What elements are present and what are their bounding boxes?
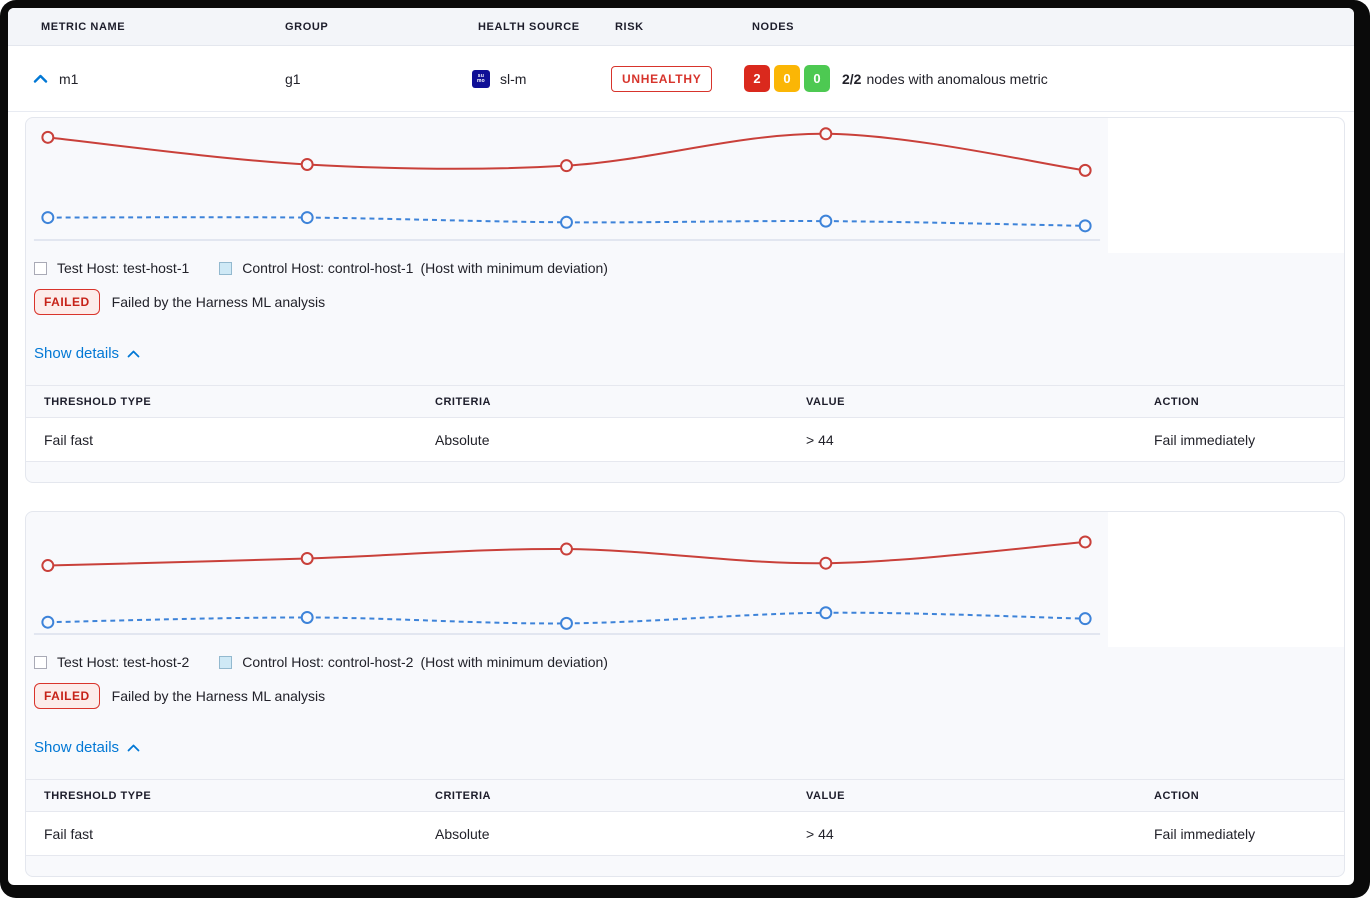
failed-status-badge: FAILED <box>34 289 100 315</box>
nodes-cell: 2 0 0 2/2 nodes with anomalous metric <box>744 65 1354 92</box>
metric-name: m1 <box>59 70 79 87</box>
threshold-table: THRESHOLD TYPE CRITERIA VALUE ACTION Fai… <box>26 385 1344 462</box>
th-action: ACTION <box>1154 396 1200 408</box>
sumo-logic-icon-text-line2: mo <box>476 77 486 84</box>
health-source-name: sl-m <box>500 70 527 87</box>
th-criteria: CRITERIA <box>435 790 491 802</box>
anomalous-nodes-badge: 2 <box>744 65 770 92</box>
analysis-status-row: FAILED Failed by the Harness ML analysis <box>34 289 1344 315</box>
metrics-analysis-page: METRIC NAME GROUP HEALTH SOURCE RISK NOD… <box>8 8 1354 885</box>
td-criteria: Absolute <box>435 826 490 842</box>
nodes-summary-count: 2/2 <box>842 70 862 87</box>
healthy-nodes-badge: 0 <box>804 65 830 92</box>
nodes-summary: 2/2 nodes with anomalous metric <box>842 71 1048 87</box>
collapse-chevron-icon[interactable] <box>33 74 48 83</box>
th-threshold-type: THRESHOLD TYPE <box>44 396 152 408</box>
legend-marker-control-icon <box>219 655 233 669</box>
td-criteria: Absolute <box>435 432 490 448</box>
host-analysis-card-2: Test Host: test-host-2 Control Host: con… <box>25 511 1345 877</box>
threshold-table-row: Fail fast Absolute > 44 Fail immediately <box>26 418 1344 462</box>
th-value: VALUE <box>806 790 845 802</box>
th-action: ACTION <box>1154 790 1200 802</box>
td-threshold-type: Fail fast <box>44 826 94 842</box>
legend-label-test: Test Host: test-host-1 <box>57 260 190 276</box>
host-comparison-chart-1 <box>33 127 1101 241</box>
td-action: Fail immediately <box>1154 826 1256 842</box>
metric-row[interactable]: m1 g1 su mo sl-m UNHEALTHY 2 0 0 2/2 node… <box>8 46 1354 112</box>
td-threshold-type: Fail fast <box>44 432 94 448</box>
chart-legend: Test Host: test-host-2 Control Host: con… <box>34 654 1344 670</box>
td-value: > 44 <box>806 432 834 448</box>
chart-legend: Test Host: test-host-1 Control Host: con… <box>34 260 1344 276</box>
legend-item-control-host[interactable]: Control Host: control-host-2 (Host with … <box>219 654 608 670</box>
nodes-summary-text: nodes with anomalous metric <box>866 70 1048 87</box>
legend-note: (Host with minimum deviation) <box>420 260 608 276</box>
th-value: VALUE <box>806 396 845 408</box>
th-criteria: CRITERIA <box>435 396 491 408</box>
chart-side-panel <box>1108 118 1344 253</box>
column-header-health-source: HEALTH SOURCE <box>478 20 580 33</box>
metric-group: g1 <box>285 70 301 87</box>
chevron-up-icon <box>127 744 140 751</box>
chart-side-panel <box>1108 512 1344 647</box>
column-header-nodes: NODES <box>752 20 795 33</box>
chart-row <box>26 512 1344 647</box>
legend-note: (Host with minimum deviation) <box>420 654 608 670</box>
health-source-cell: su mo sl-m <box>470 69 607 88</box>
table-header-row: METRIC NAME GROUP HEALTH SOURCE RISK NOD… <box>8 8 1354 46</box>
threshold-table-row: Fail fast Absolute > 44 Fail immediately <box>26 812 1344 856</box>
metric-name-cell: m1 <box>33 71 277 87</box>
show-details-link[interactable]: Show details <box>34 345 140 362</box>
legend-item-test-host[interactable]: Test Host: test-host-1 <box>34 260 189 276</box>
legend-marker-test-icon <box>34 655 47 669</box>
failed-status-badge: FAILED <box>34 683 100 709</box>
failed-status-message: Failed by the Harness ML analysis <box>111 688 326 704</box>
host-comparison-chart-2 <box>33 535 1101 635</box>
column-header-risk: RISK <box>615 20 644 33</box>
chart-row <box>26 118 1344 253</box>
threshold-table-header: THRESHOLD TYPE CRITERIA VALUE ACTION <box>26 779 1344 812</box>
th-threshold-type: THRESHOLD TYPE <box>44 790 152 802</box>
host-analysis-card-1: Test Host: test-host-1 Control Host: con… <box>25 117 1345 483</box>
show-details-label: Show details <box>34 739 120 756</box>
threshold-table: THRESHOLD TYPE CRITERIA VALUE ACTION Fai… <box>26 779 1344 856</box>
node-count-badges: 2 0 0 <box>744 65 830 92</box>
failed-status-message: Failed by the Harness ML analysis <box>111 294 326 310</box>
sumo-logic-icon-text-line1: su <box>477 72 485 79</box>
threshold-table-header: THRESHOLD TYPE CRITERIA VALUE ACTION <box>26 385 1344 418</box>
legend-label-test: Test Host: test-host-2 <box>57 654 190 670</box>
legend-item-control-host[interactable]: Control Host: control-host-1 (Host with … <box>219 260 608 276</box>
legend-item-test-host[interactable]: Test Host: test-host-2 <box>34 654 189 670</box>
column-header-metric-name: METRIC NAME <box>41 20 126 33</box>
legend-label-control: Control Host: control-host-1 <box>242 260 414 276</box>
show-details-label: Show details <box>34 345 120 362</box>
column-header-group: GROUP <box>285 20 329 33</box>
risk-status-badge: UNHEALTHY <box>611 65 713 92</box>
sumo-logic-icon: su mo <box>472 69 490 88</box>
td-action: Fail immediately <box>1154 432 1256 448</box>
td-value: > 44 <box>806 826 834 842</box>
chevron-up-icon <box>127 350 140 357</box>
warning-nodes-badge: 0 <box>774 65 800 92</box>
legend-marker-control-icon <box>219 261 233 275</box>
risk-cell: UNHEALTHY <box>607 65 744 92</box>
legend-label-control: Control Host: control-host-2 <box>242 654 414 670</box>
legend-marker-test-icon <box>34 261 47 275</box>
show-details-link[interactable]: Show details <box>34 739 140 756</box>
analysis-status-row: FAILED Failed by the Harness ML analysis <box>34 683 1344 709</box>
